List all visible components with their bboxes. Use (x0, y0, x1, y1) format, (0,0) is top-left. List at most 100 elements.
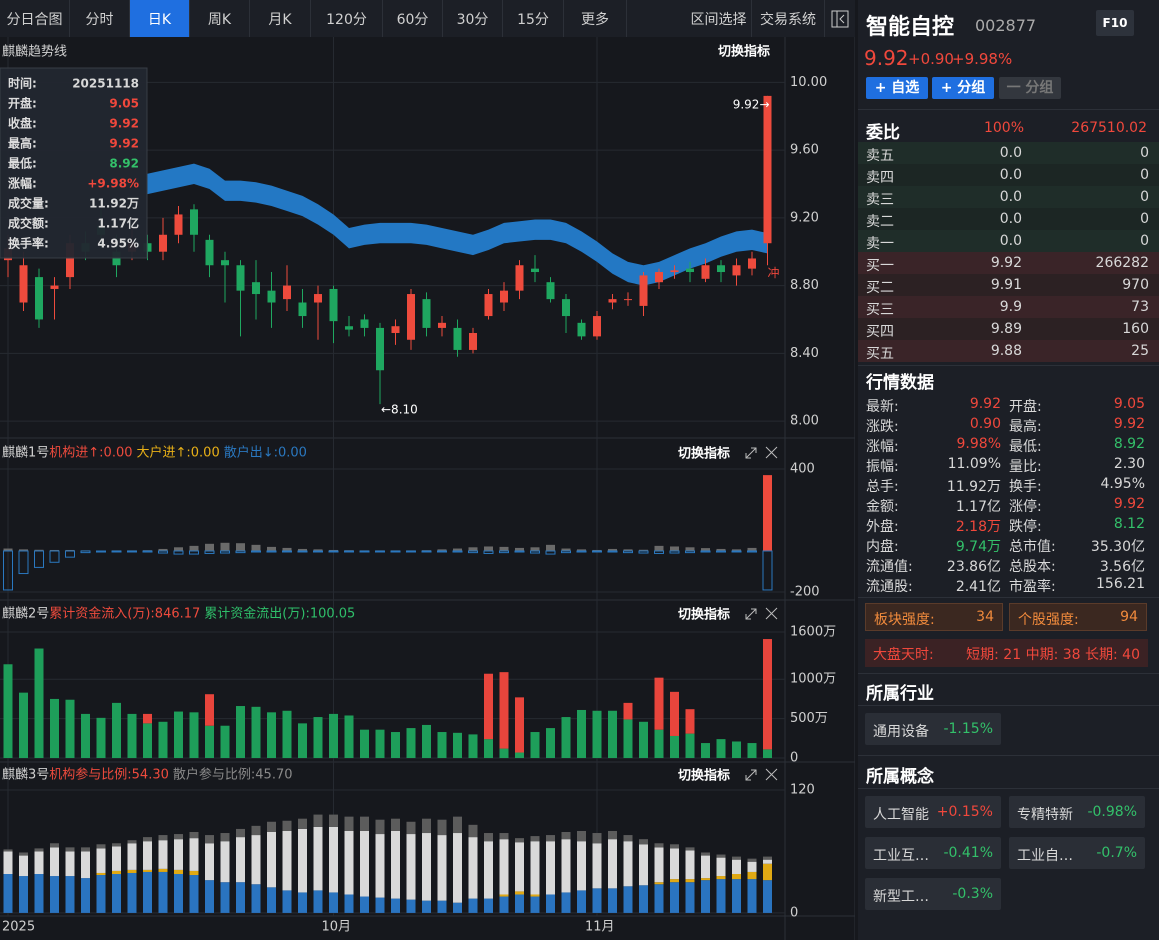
indicator-bar (81, 878, 90, 913)
indicator-bar (654, 847, 664, 883)
indicator-bar (577, 549, 586, 551)
change: +0.90 (908, 50, 954, 68)
indicator-bar (174, 711, 183, 759)
order-label: 卖五 (866, 148, 894, 164)
indicator-bar (685, 879, 695, 883)
tooltip-label: 涨幅: (8, 176, 37, 191)
indicator-bar (189, 875, 199, 913)
price: 9.92 (864, 46, 909, 70)
quote-label: 总股本: (1009, 559, 1056, 575)
indicator-bar (732, 879, 741, 913)
tab[interactable]: 月K (250, 0, 311, 37)
stock-name: 智能自控 (866, 15, 955, 40)
tag-chip[interactable]: 工业自… -0.7% (1009, 837, 1145, 869)
indicator-bar (344, 715, 354, 759)
indicator-bar (437, 835, 447, 901)
f10-button[interactable]: F10 (1096, 10, 1134, 36)
section-title: 委比 (866, 123, 900, 143)
candle-body (19, 265, 28, 303)
indicator-bar (515, 842, 524, 892)
indicator-bar (143, 713, 152, 724)
indicator-bar (267, 821, 276, 832)
action-button[interactable]: 一 分组 (999, 77, 1061, 99)
indicator-bar (530, 896, 540, 913)
tag-chip[interactable]: 专精特新 -0.98% (1009, 796, 1145, 828)
tag-chip[interactable]: 人工智能 +0.15% (865, 796, 1001, 828)
tool[interactable]: 区间选择 (686, 0, 752, 37)
indicator-bar (701, 743, 710, 759)
tab[interactable]: 15分 (503, 0, 564, 37)
candle-body (422, 299, 431, 328)
indicator-bar (577, 830, 586, 842)
indicator-bar (608, 888, 617, 913)
legend-entry: 大户进↑:0.00 (137, 445, 220, 461)
order-row: 买五 9.88 25 (858, 340, 1159, 362)
tab[interactable]: 30分 (443, 0, 503, 37)
indicator-bar (654, 884, 664, 913)
indicator-bar (561, 548, 571, 551)
tab[interactable]: 120分 (311, 0, 383, 37)
indicator-bar (763, 475, 772, 551)
separator (858, 705, 1159, 706)
indicator-bar (685, 882, 695, 913)
market-box: 大盘天时: 短期: 21 中期: 38 长期: 40 (865, 639, 1148, 667)
tab[interactable]: 分日合图 (0, 0, 70, 37)
order-volume: 0 (1140, 145, 1149, 161)
indicator-bar (732, 874, 741, 880)
tab[interactable]: 更多 (564, 0, 627, 37)
indicator-bar (127, 840, 137, 844)
separator (858, 673, 1159, 674)
indicator-bar (143, 841, 152, 870)
tag-change: -0.98% (1087, 804, 1137, 820)
toolbar: 分日合图 分时 日K 周K 月K 120分 60分 30分 15分 更多 区间选择 交易系统 (0, 0, 855, 38)
indicator-bar (499, 894, 509, 897)
tab[interactable]: 分时 (70, 0, 130, 37)
indicator-bar (453, 816, 462, 834)
indicator-bar (545, 550, 556, 555)
tag-chip[interactable]: 工业互… -0.41% (865, 837, 1001, 869)
candle-body (205, 239, 214, 266)
order-volume: 0 (1140, 189, 1149, 205)
order-label: 买二 (866, 280, 894, 296)
indicator-bar (189, 870, 199, 876)
tag-chip[interactable]: 通用设备 -1.15% (865, 713, 1001, 745)
tab[interactable]: 日K (130, 0, 190, 37)
candle-body (686, 268, 694, 273)
tab[interactable]: 周K (190, 0, 250, 37)
quote-label: 涨停: (1009, 499, 1042, 515)
quote-value: 4.95% (1100, 476, 1145, 492)
order-price: 0.0 (999, 233, 1022, 249)
indicator-bar (732, 856, 741, 860)
indicator-bar (437, 549, 447, 551)
tag-chip[interactable]: 新型工… -0.3% (865, 878, 1001, 910)
section-title: 所属概念 (866, 767, 934, 787)
order-volume: 25 (1131, 343, 1149, 359)
order-label: 卖四 (866, 170, 894, 186)
tag-change: -0.3% (952, 886, 993, 902)
expand-icon (745, 608, 757, 620)
indicator-bar (499, 550, 509, 554)
tool[interactable]: 交易系统 (752, 0, 825, 37)
indicator-bar (701, 880, 710, 913)
action-button[interactable]: + 分组 (932, 77, 994, 99)
indicator-bar (65, 851, 75, 877)
indicator-bar (670, 546, 679, 551)
action-button[interactable]: + 自选 (866, 77, 928, 99)
candle-body (314, 294, 322, 303)
y-tick-label: 9.60 (790, 143, 819, 158)
indicator-bar (282, 820, 292, 831)
indicator-bar (34, 851, 44, 874)
indicator-bar (701, 878, 710, 881)
order-volume: 160 (1122, 321, 1149, 337)
collapse-icon[interactable] (825, 0, 855, 37)
order-label: 卖二 (866, 214, 894, 230)
tab[interactable]: 60分 (383, 0, 443, 37)
indicator-bar (763, 859, 772, 864)
indicator-bar (96, 875, 106, 913)
indicator-bar (639, 844, 648, 886)
indicator-bar (236, 837, 245, 883)
tooltip-value: 9.05 (109, 97, 139, 111)
tooltip-label: 成交量: (8, 196, 49, 211)
indicator-bar (158, 550, 168, 554)
